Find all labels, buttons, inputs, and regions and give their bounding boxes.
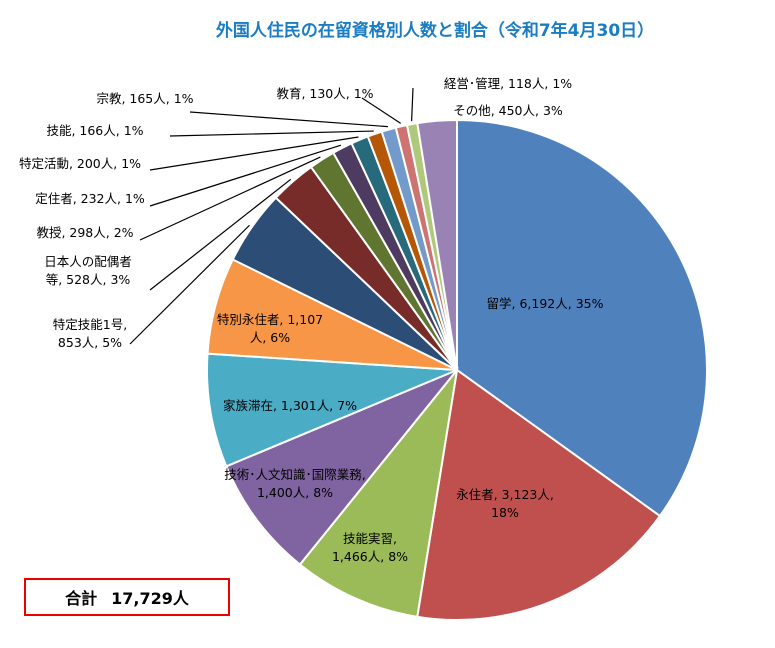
total-value: 17,729人 (111, 589, 189, 608)
leader-line-12 (189, 111, 388, 128)
pie-slice-2 (298, 366, 459, 618)
leader-line-11 (169, 130, 374, 137)
total-box: 合計 17,729人 (24, 578, 230, 616)
data-label-1: 永住者, 3,123人, (456, 487, 554, 502)
data-label-12: 宗教, 165人, 1% (96, 91, 193, 106)
data-label-10: 特定活動, 200人, 1% (19, 156, 141, 171)
data-label-2: 1,466人, 8% (332, 549, 408, 564)
data-label-14: 経営･管理, 118人, 1% (444, 76, 572, 91)
data-label-8: 教授, 298人, 2% (36, 225, 133, 240)
pie-slice-0 (456, 118, 708, 518)
data-label-13: 教育, 130人, 1% (276, 86, 373, 101)
data-label-5: 特別永住者, 1,107 (217, 312, 323, 327)
pie-slice-4 (206, 352, 458, 468)
leader-line-9 (149, 144, 342, 207)
data-label-7: 等, 528人, 3% (46, 272, 131, 287)
data-label-6: 853人, 5% (58, 335, 122, 350)
leader-line-8 (139, 156, 321, 241)
data-label-7: 日本人の配偶者 (44, 254, 132, 269)
data-label-2: 技能実習, (343, 531, 397, 546)
leader-line-14 (411, 87, 414, 122)
leader-line-6 (129, 224, 250, 345)
data-label-11: 技能, 166人, 1% (46, 123, 143, 138)
pie-slice-3 (224, 369, 458, 566)
leader-line-7 (149, 178, 292, 291)
data-label-4: 家族滞在, 1,301人, 7% (223, 398, 357, 413)
data-label-3: 技術･人文知識･国際業務, (224, 467, 365, 482)
leader-line-13 (361, 97, 402, 124)
data-label-5: 人, 6% (250, 330, 290, 345)
chart-title: 外国人住民の在留資格別人数と割合（令和7年4月30日） (215, 21, 655, 41)
pie-slice-1 (416, 368, 662, 621)
data-label-9: 定住者, 232人, 1% (35, 191, 145, 206)
pie-slice-15 (416, 118, 458, 371)
data-label-6: 特定技能1号, (53, 317, 127, 332)
data-label-15: その他, 450人, 3% (453, 103, 563, 118)
total-label: 合計 (65, 589, 98, 608)
data-label-1: 18% (491, 505, 519, 520)
leader-line-10 (149, 136, 359, 171)
data-label-0: 留学, 6,192人, 35% (487, 296, 604, 311)
data-label-3: 1,400人, 8% (257, 485, 333, 500)
